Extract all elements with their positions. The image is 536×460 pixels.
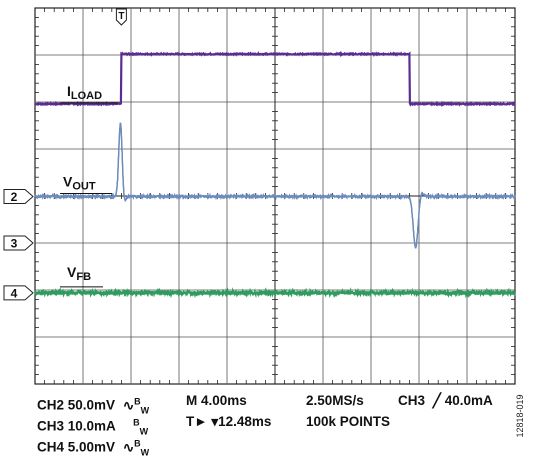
trigger-marker-label: T — [118, 11, 124, 22]
traces — [34, 50, 516, 299]
label-vout: VOUT — [63, 173, 96, 192]
ch4-scale: CH4 5.00mV — [37, 439, 116, 455]
channel-marker-shape — [3, 235, 34, 251]
trace-vout — [34, 122, 516, 249]
channel-marker-shape — [3, 188, 34, 204]
bw-limit-icon: ∿BW — [122, 396, 150, 416]
trigger-position: T► ▾12.48ms — [186, 414, 272, 429]
ch2-scale: CH2 50.0mV — [37, 397, 116, 413]
trigger-marker: T — [115, 8, 127, 26]
label-vfb: VFB — [67, 264, 91, 283]
bw-limit-icon: BW — [133, 417, 149, 437]
timebase: M 4.00ms — [186, 393, 247, 408]
channel-marker-label: 4 — [11, 286, 18, 300]
ch3-scale: CH3 10.0mA — [37, 418, 116, 434]
channel-marker-4: 4 — [3, 285, 34, 301]
figure-id: 12818-019 — [515, 394, 525, 438]
trigger-channel: CH3 — [398, 393, 426, 408]
channel-marker-label: 2 — [11, 190, 18, 204]
channel-marker-2: 2 — [3, 188, 34, 204]
sample-rate: 2.50MS/s — [306, 393, 364, 408]
record-length: 100k POINTS — [306, 414, 391, 429]
bw-limit-icon: ∿BW — [122, 438, 150, 458]
trigger-marker-shape — [115, 8, 127, 26]
channel-marker-shape — [3, 285, 34, 301]
trace-iload — [34, 50, 516, 107]
label-iload: ILOAD — [67, 83, 102, 102]
trace-vfb — [34, 287, 516, 299]
channel-markers: 2 3 4 — [3, 188, 34, 301]
trace-labels: ILOAD VOUT VFB — [60, 83, 118, 288]
rising-edge-icon: ╱ — [432, 393, 441, 408]
trigger-level: 40.0mA — [444, 393, 493, 408]
channel-marker-label: 3 — [11, 237, 18, 251]
channel-marker-3: 3 — [3, 235, 34, 251]
